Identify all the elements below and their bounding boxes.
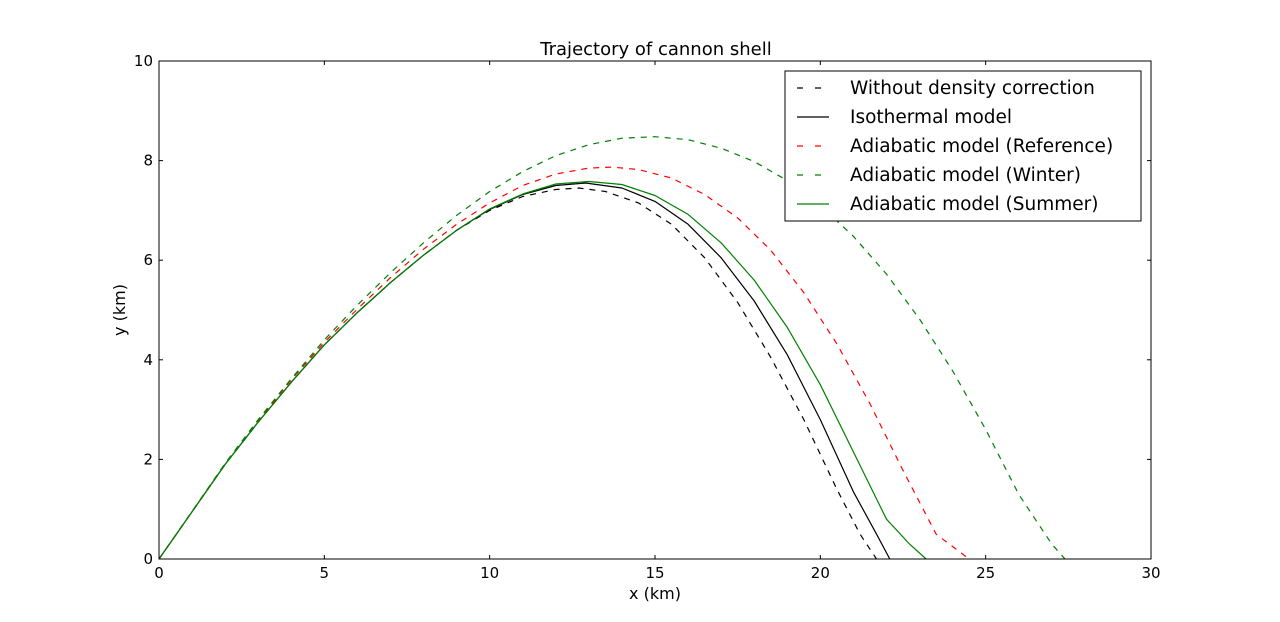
- x-tick-label: 0: [154, 564, 164, 582]
- y-axis-label: y (km): [110, 284, 129, 336]
- chart-title: Trajectory of cannon shell: [539, 39, 771, 60]
- series-line-1: [158, 187, 878, 560]
- y-tick-label: 4: [143, 351, 153, 369]
- y-tick-label: 8: [143, 152, 153, 170]
- series-line-3: [158, 166, 970, 560]
- axis-ticks: 0 5 10 15 20 25 30 0 2 4 6 8 10: [134, 52, 1161, 582]
- x-tick-label: 15: [645, 564, 664, 582]
- legend-label: Isothermal model: [850, 107, 1012, 128]
- x-tick-label: 10: [480, 564, 499, 582]
- y-tick-label: 2: [143, 450, 153, 468]
- x-tick-label: 20: [811, 564, 830, 582]
- legend-box: [784, 70, 1142, 222]
- x-tick-label: 25: [976, 564, 995, 582]
- y-tick-label: 6: [143, 251, 153, 269]
- legend-label: Adiabatic model (Reference): [850, 136, 1113, 157]
- x-tick-label: 5: [320, 564, 330, 582]
- legend: Without density correction Isothermal mod…: [784, 70, 1142, 222]
- x-axis-label: x (km): [629, 584, 681, 603]
- x-tick-label: 30: [1141, 564, 1160, 582]
- plot-lines: [158, 136, 1066, 560]
- series-line-2: [158, 182, 891, 560]
- series-line-4: [158, 136, 1066, 560]
- y-tick-label: 10: [134, 52, 153, 70]
- y-tick-label: 0: [143, 550, 153, 568]
- legend-label: Adiabatic model (Summer): [850, 194, 1099, 215]
- legend-label: Without density correction: [850, 78, 1095, 99]
- legend-label: Adiabatic model (Winter): [850, 165, 1081, 186]
- series-line-5: [158, 180, 927, 560]
